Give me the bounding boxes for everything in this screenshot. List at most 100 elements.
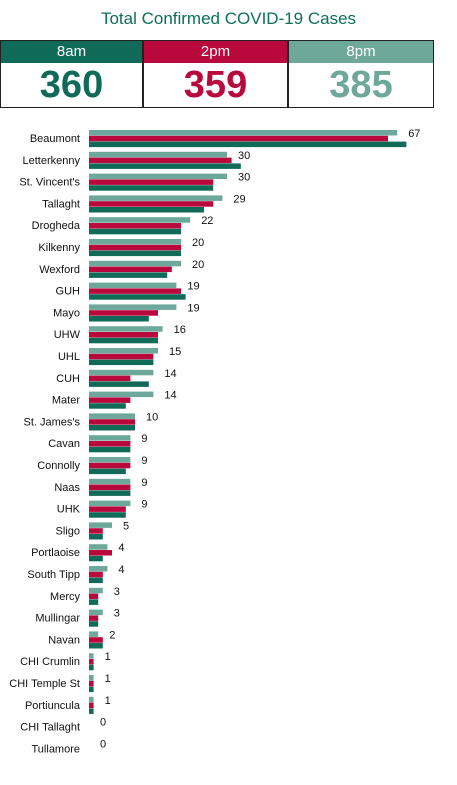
summary-8am: 8am 360 (0, 40, 143, 108)
data-label-connolly: 9 (141, 455, 147, 467)
bar-2pm-beaumont (89, 135, 388, 142)
bar-2pm-navan (89, 637, 103, 643)
category-label-kilkenny: Kilkenny (38, 242, 80, 254)
bar-8am-portiuncula (89, 708, 94, 714)
category-label-mayo: Mayo (53, 307, 80, 319)
summary-2pm: 2pm 359 (143, 40, 288, 108)
category-label-portlaoise: Portlaoise (31, 547, 80, 559)
bar-2pm-uhl (89, 353, 154, 360)
bar-2pm-cuh (89, 375, 131, 382)
category-label-wexford: Wexford (39, 264, 80, 276)
data-label-south-tipp: 4 (118, 564, 124, 576)
bar-2pm-portiuncula (89, 702, 94, 709)
bar-8pm-st-james-s (89, 413, 135, 419)
bar-8am-south-tipp (89, 577, 103, 584)
bar-8pm-sligo (89, 522, 112, 528)
bar-8am-uhl (89, 359, 154, 366)
bar-8pm-uhw (89, 326, 163, 332)
bar-2pm-mullingar (89, 615, 99, 621)
category-label-st-vincent-s: St. Vincent's (19, 177, 80, 189)
data-label-chi-temple-st: 1 (105, 673, 111, 685)
bar-8am-chi-temple-st (89, 686, 94, 693)
bar-8am-kilkenny (89, 250, 181, 257)
category-label-drogheda: Drogheda (32, 220, 81, 232)
data-label-letterkenny: 30 (238, 150, 250, 162)
bar-8am-uhw (89, 337, 158, 344)
bar-8pm-mercy (89, 587, 103, 594)
category-label-tallaght: Tallaght (42, 198, 80, 210)
bar-8pm-mater (89, 391, 154, 398)
bar-2pm-mercy (89, 593, 99, 600)
bar-2pm-st-james-s (89, 419, 135, 425)
bar-8pm-uhk (89, 500, 131, 507)
data-label-cavan: 9 (141, 433, 147, 445)
bar-8am-navan (89, 643, 103, 649)
bar-8am-mater (89, 403, 126, 409)
category-label-sligo: Sligo (56, 525, 80, 537)
bar-2pm-drogheda (89, 223, 181, 229)
bar-2pm-sligo (89, 528, 103, 534)
data-label-mater: 14 (164, 390, 176, 402)
bar-2pm-letterkenny (89, 157, 232, 164)
bar-2pm-connolly (89, 462, 131, 469)
bar-8pm-naas (89, 478, 131, 485)
category-label-tullamore: Tullamore (32, 743, 81, 755)
chart-title: Total Confirmed COVID-19 Cases (100, 9, 357, 28)
bar-8pm-mullingar (89, 609, 103, 616)
category-label-uhk: UHK (57, 504, 81, 516)
category-label-letterkenny: Letterkenny (23, 155, 81, 167)
category-label-mullingar: Mullingar (35, 613, 80, 625)
bar-8pm-portiuncula (89, 696, 94, 703)
data-label-chi-crumlin: 1 (105, 651, 111, 663)
bar-8am-beaumont (89, 141, 407, 148)
data-label-chi-tallaght: 0 (100, 717, 106, 729)
bar-2pm-mayo (89, 310, 158, 316)
bar-8am-wexford (89, 272, 168, 278)
category-label-cavan: Cavan (48, 438, 80, 450)
bar-8am-naas (89, 490, 131, 496)
bar-8am-cuh (89, 381, 149, 387)
category-label-chi-crumlin: CHI Crumlin (20, 656, 80, 668)
bar-8am-mayo (89, 316, 149, 322)
bar-8pm-drogheda (89, 217, 191, 223)
bar-8pm-portlaoise (89, 544, 108, 550)
bar-8pm-chi-temple-st (89, 675, 94, 681)
bar-8pm-cavan (89, 435, 131, 441)
bar-8pm-south-tipp (89, 566, 108, 572)
data-label-portiuncula: 1 (105, 695, 111, 707)
data-label-wexford: 20 (192, 259, 204, 271)
category-label-south-tipp: South Tipp (27, 569, 80, 581)
data-label-uhk: 9 (141, 499, 147, 511)
bar-8am-letterkenny (89, 163, 241, 169)
bar-8pm-connolly (89, 457, 131, 463)
data-label-guh: 19 (187, 281, 199, 293)
summary-8am-label: 8am (1, 41, 142, 63)
bar-8am-mercy (89, 599, 99, 605)
data-label-st-vincent-s: 30 (238, 172, 250, 184)
bar-8pm-guh (89, 282, 177, 289)
bar-2pm-south-tipp (89, 571, 103, 578)
bar-8pm-beaumont (89, 130, 398, 136)
category-label-portiuncula: Portiuncula (25, 700, 81, 712)
category-label-guh: GUH (56, 286, 81, 298)
category-label-mater: Mater (52, 395, 80, 407)
category-label-mercy: Mercy (50, 591, 80, 603)
bar-8pm-cuh (89, 369, 154, 376)
bar-8am-guh (89, 294, 186, 300)
data-label-mayo: 19 (187, 302, 199, 314)
bar-8am-tallaght (89, 207, 204, 213)
data-label-beaumont: 67 (408, 128, 420, 140)
bar-2pm-uhk (89, 506, 126, 512)
data-label-cuh: 14 (164, 368, 176, 380)
category-label-cuh: CUH (56, 373, 80, 385)
bar-8pm-navan (89, 631, 99, 637)
data-label-sligo: 5 (123, 520, 129, 532)
bar-8am-connolly (89, 468, 126, 475)
summary-8pm-value: 385 (329, 64, 393, 106)
summary-8am-value: 360 (39, 64, 104, 106)
category-label-navan: Navan (48, 634, 80, 646)
bar-8am-sligo (89, 534, 103, 540)
bar-2pm-chi-crumlin (89, 659, 94, 665)
bar-8pm-letterkenny (89, 151, 227, 158)
